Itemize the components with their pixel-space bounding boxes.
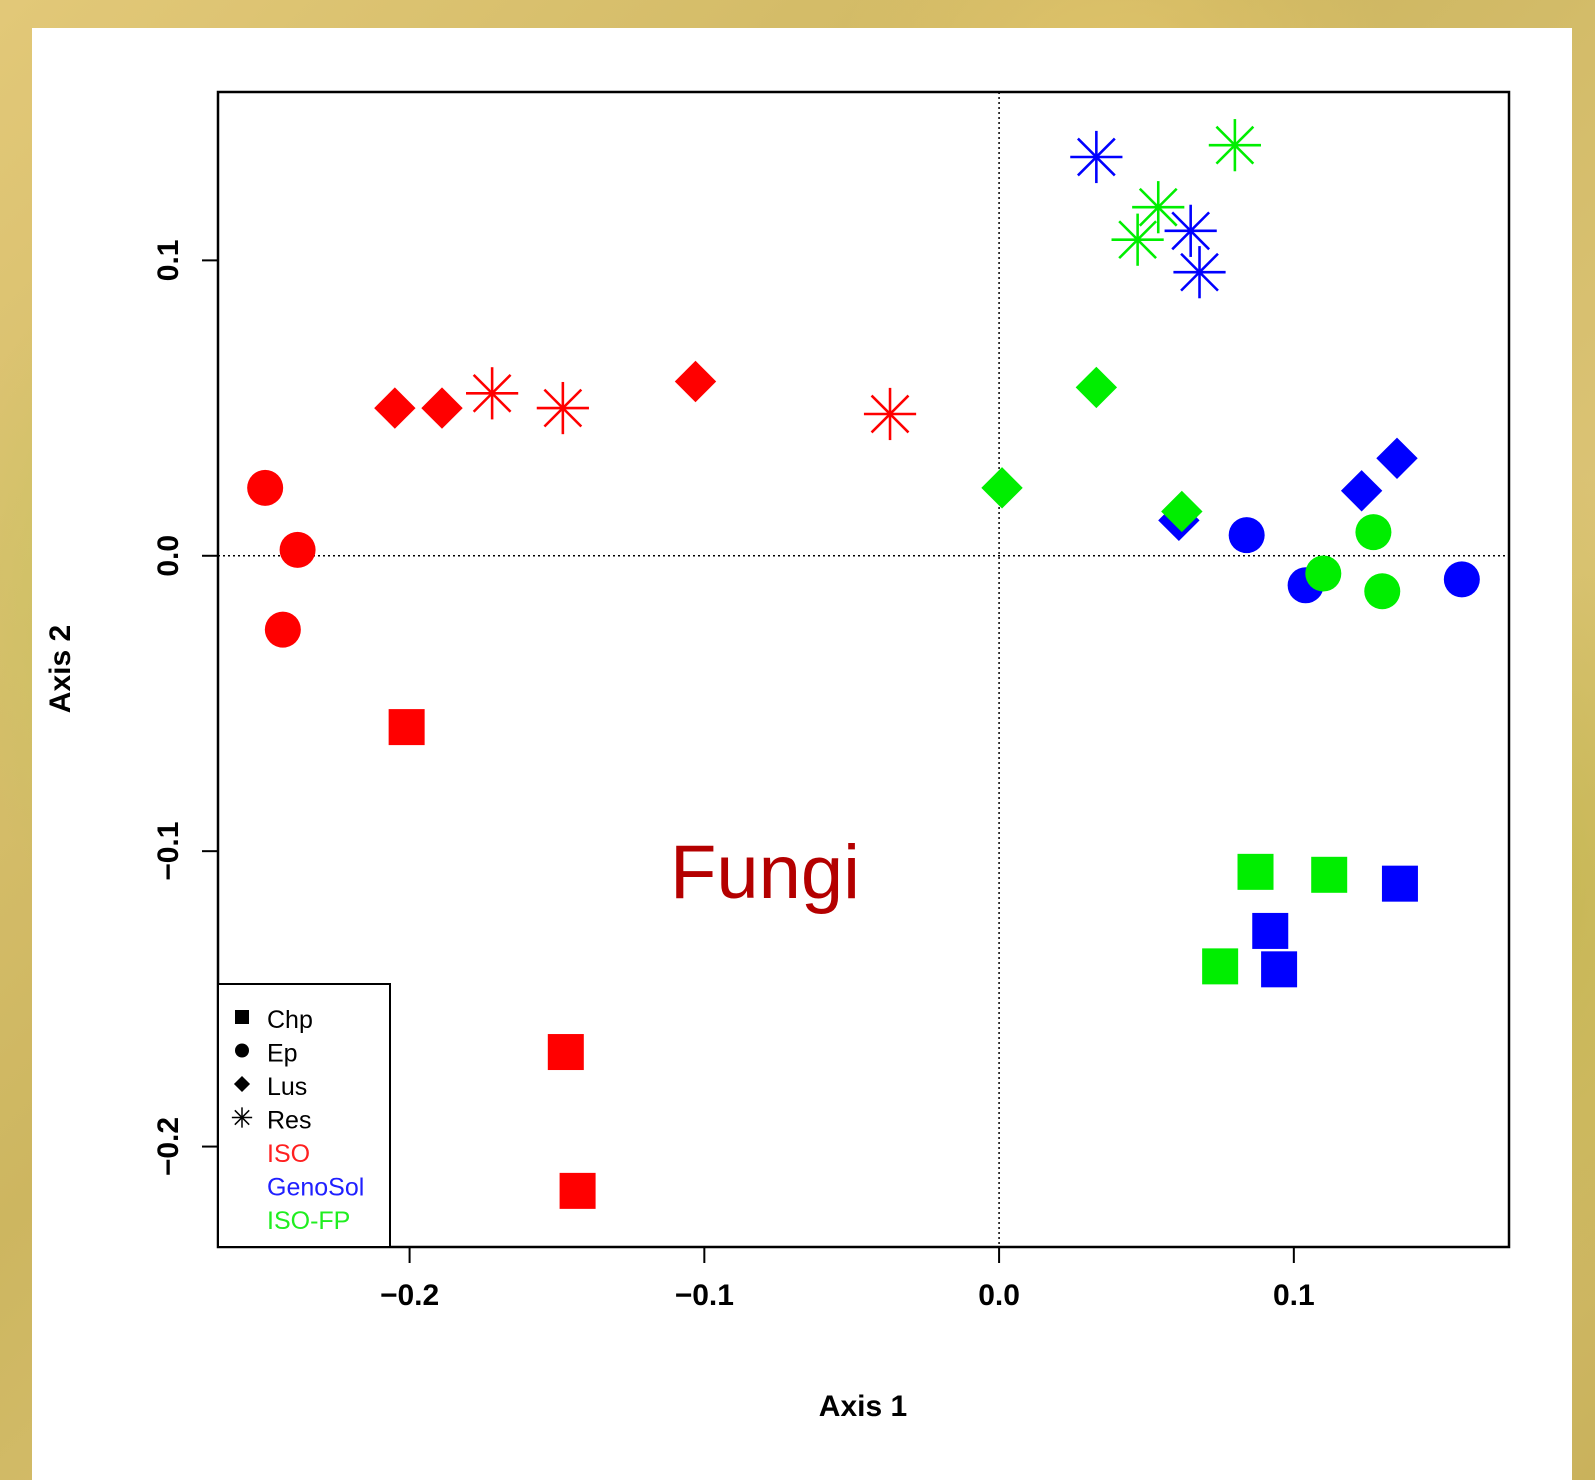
data-point-square <box>1261 951 1298 988</box>
data-point-square <box>559 1172 596 1209</box>
data-point-square <box>388 709 425 746</box>
data-point-asterisk <box>1173 246 1226 299</box>
y-tick-label: 0.0 <box>152 535 185 577</box>
legend-label: Chp <box>267 1006 313 1034</box>
legend-label: Ep <box>267 1040 298 1068</box>
data-point-diamond <box>1340 470 1383 512</box>
data-point-asterisk <box>1132 181 1185 234</box>
data-point-asterisk <box>1111 213 1164 266</box>
data-point-asterisk <box>466 367 519 420</box>
legend-marker-diamond <box>233 1075 251 1093</box>
series-iso-fp <box>981 119 1401 985</box>
legend-marker-square <box>235 1010 249 1024</box>
data-point-square <box>547 1034 584 1071</box>
legend-group-label: GenoSol <box>267 1174 364 1202</box>
legend-box <box>217 983 391 1248</box>
legend-marker-circle <box>235 1043 249 1058</box>
x-tick-label: −0.1 <box>675 1279 734 1312</box>
legend-group-label: ISO <box>267 1140 310 1168</box>
data-point-diamond <box>1075 366 1118 409</box>
data-point-circle <box>1364 573 1401 610</box>
data-point-asterisk <box>863 387 917 441</box>
y-tick-label: −0.2 <box>152 1117 185 1176</box>
y-tick-label: 0.1 <box>152 240 185 282</box>
x-tick-label: 0.1 <box>1273 1279 1315 1312</box>
data-point-circle <box>1355 514 1392 551</box>
data-point-circle <box>264 611 301 648</box>
plot-frame <box>216 90 1511 1249</box>
data-point-diamond <box>374 387 416 429</box>
legend-marker-asterisk <box>231 1107 253 1128</box>
data-point-diamond <box>421 387 463 429</box>
data-point-diamond <box>674 360 717 403</box>
x-axis-title: Axis 1 <box>819 1390 907 1423</box>
data-point-square <box>1381 865 1418 902</box>
data-point-asterisk <box>1208 119 1261 172</box>
data-point-circle <box>279 531 316 568</box>
data-point-circle <box>1305 555 1342 592</box>
data-point-asterisk <box>536 381 589 435</box>
scatter-plot: −0.2 −0.1 0.0 0.1 −0.2 −0.1 0.0 0.1 Fungi Axis… <box>44 90 1511 1423</box>
data-point-diamond <box>1376 437 1418 479</box>
data-point-asterisk <box>1164 204 1217 257</box>
fungi-annotation: Fungi <box>670 830 860 915</box>
data-point-circle <box>1443 561 1480 598</box>
data-point-asterisk <box>1070 130 1123 184</box>
data-point-square <box>1252 912 1289 949</box>
reference-lines <box>218 92 1509 1247</box>
data-point-circle <box>247 469 284 506</box>
data-point-diamond <box>981 467 1023 509</box>
y-axis-title: Axis 2 <box>44 625 77 713</box>
data-points <box>247 119 1480 1209</box>
x-tick-label: 0.0 <box>978 1279 1020 1312</box>
x-axis: −0.2 −0.1 0.0 0.1 <box>380 1247 1315 1312</box>
y-axis: −0.2 −0.1 0.0 0.1 <box>152 240 218 1176</box>
y-tick-label: −0.1 <box>152 822 185 881</box>
legend-group-label: ISO-FP <box>267 1207 350 1235</box>
legend: Chp Ep Lus Res ISO GenoSol ISO-FP <box>217 983 391 1248</box>
series-iso <box>247 360 917 1209</box>
figure-panel: −0.2 −0.1 0.0 0.1 −0.2 −0.1 0.0 0.1 Fungi Axis… <box>32 28 1572 1480</box>
legend-label: Res <box>267 1107 311 1135</box>
data-point-square <box>1202 948 1239 985</box>
x-tick-label: −0.2 <box>380 1279 439 1312</box>
legend-label: Lus <box>267 1073 307 1101</box>
data-point-circle <box>1228 517 1265 554</box>
data-point-square <box>1311 856 1348 893</box>
data-point-square <box>1237 853 1274 890</box>
